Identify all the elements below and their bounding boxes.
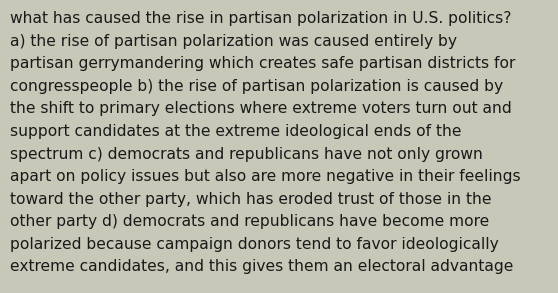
Text: support candidates at the extreme ideological ends of the: support candidates at the extreme ideolo…	[10, 124, 461, 139]
Text: extreme candidates, and this gives them an electoral advantage: extreme candidates, and this gives them …	[10, 259, 513, 274]
Text: partisan gerrymandering which creates safe partisan districts for: partisan gerrymandering which creates sa…	[10, 56, 516, 71]
Text: congresspeople b) the rise of partisan polarization is caused by: congresspeople b) the rise of partisan p…	[10, 79, 503, 94]
Text: a) the rise of partisan polarization was caused entirely by: a) the rise of partisan polarization was…	[10, 34, 457, 49]
Text: polarized because campaign donors tend to favor ideologically: polarized because campaign donors tend t…	[10, 237, 499, 252]
Text: other party d) democrats and republicans have become more: other party d) democrats and republicans…	[10, 214, 489, 229]
Text: toward the other party, which has eroded trust of those in the: toward the other party, which has eroded…	[10, 192, 492, 207]
Text: spectrum c) democrats and republicans have not only grown: spectrum c) democrats and republicans ha…	[10, 146, 483, 161]
Text: the shift to primary elections where extreme voters turn out and: the shift to primary elections where ext…	[10, 101, 512, 116]
Text: what has caused the rise in partisan polarization in U.S. politics?: what has caused the rise in partisan pol…	[10, 11, 512, 26]
Text: apart on policy issues but also are more negative in their feelings: apart on policy issues but also are more…	[10, 169, 521, 184]
